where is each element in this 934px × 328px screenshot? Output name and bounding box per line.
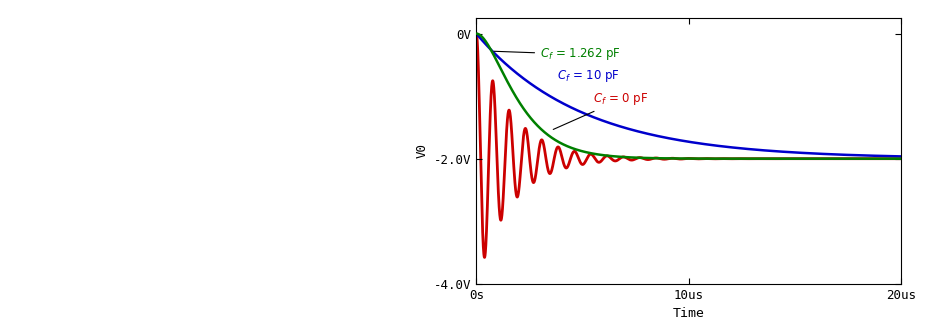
Y-axis label: V0: V0 [416,143,429,158]
Text: $C_f$ = 10 pF: $C_f$ = 10 pF [557,68,620,84]
Text: $C_f$ = 0 pF: $C_f$ = 0 pF [553,92,648,130]
X-axis label: Time: Time [672,307,705,320]
Text: $C_f$ = 1.262 pF: $C_f$ = 1.262 pF [494,47,621,62]
